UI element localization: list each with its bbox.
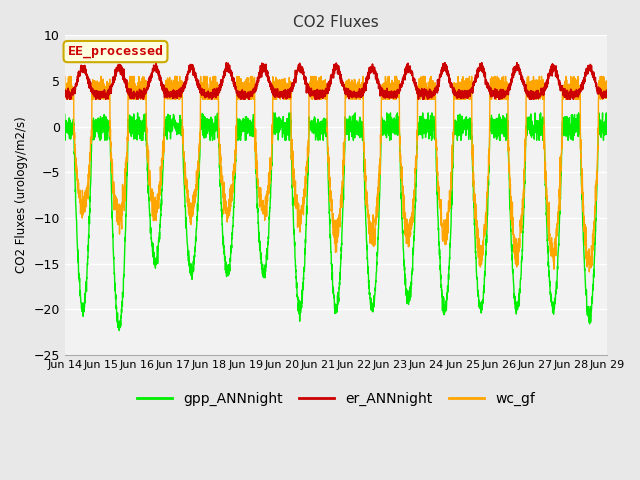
Y-axis label: CO2 Fluxes (urology/m2/s): CO2 Fluxes (urology/m2/s) (15, 117, 28, 274)
Text: EE_processed: EE_processed (67, 45, 163, 58)
Legend: gpp_ANNnight, er_ANNnight, wc_gf: gpp_ANNnight, er_ANNnight, wc_gf (132, 386, 540, 412)
Title: CO2 Fluxes: CO2 Fluxes (293, 15, 379, 30)
